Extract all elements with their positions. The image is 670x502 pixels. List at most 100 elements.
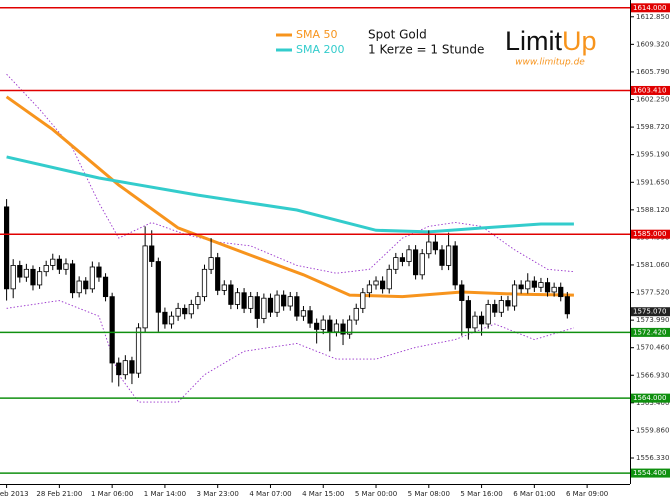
candle-body <box>248 296 254 309</box>
candle-body <box>314 322 320 330</box>
candle-body <box>551 286 557 293</box>
candle-body <box>360 292 366 309</box>
level-tag <box>631 229 670 239</box>
candle-body <box>347 319 353 335</box>
candle-body <box>327 319 333 333</box>
level-tag <box>631 85 670 95</box>
candle-body <box>452 245 458 286</box>
candle-body <box>3 206 10 290</box>
candle-body <box>287 296 293 307</box>
candle-body <box>373 280 379 286</box>
x-tick-label: 5 Mar 16:00 <box>460 490 502 498</box>
level-tag <box>631 3 670 13</box>
candle-body <box>56 258 62 270</box>
x-tick-label: 1 Mar 14:00 <box>144 490 186 498</box>
candle-body <box>221 284 227 291</box>
legend-label: SMA 200 <box>296 43 345 56</box>
candle-body <box>175 307 181 317</box>
candle-body <box>399 257 406 262</box>
candle-body <box>30 268 36 286</box>
candle-body <box>109 296 115 364</box>
y-tick-label: 1612.850 <box>636 13 669 21</box>
candle-body <box>492 304 498 313</box>
candle-body <box>511 284 518 307</box>
candle-body <box>142 245 148 329</box>
bollinger-upper <box>6 73 574 274</box>
candle-body <box>333 323 340 333</box>
candle-body <box>261 297 267 319</box>
candle-body <box>201 268 208 298</box>
x-tick-label: 1 Mar 06:00 <box>91 490 133 498</box>
candle-body <box>96 266 102 278</box>
candle-body <box>215 257 221 291</box>
y-tick-label: 1602.250 <box>636 96 669 104</box>
sma-line <box>6 155 574 234</box>
level-tag <box>631 327 670 337</box>
candle-body <box>89 266 95 290</box>
candle-body <box>83 280 89 290</box>
plot-area <box>3 73 575 403</box>
candle-body <box>168 315 175 325</box>
x-tick-label: 6 Mar 09:00 <box>566 490 608 498</box>
candle-body <box>380 280 386 290</box>
candle-body <box>63 263 69 270</box>
candle-body <box>518 284 524 290</box>
x-tick-label: 4 Mar 07:00 <box>249 490 291 498</box>
candle-body <box>353 307 359 321</box>
candle-body <box>116 362 122 376</box>
y-tick-label: 1598.720 <box>636 123 669 131</box>
level-tag <box>631 468 670 478</box>
y-tick-label: 1559.860 <box>636 426 669 434</box>
y-tick-label: 1556.330 <box>636 454 669 462</box>
x-tick-label: 6 Mar 01:00 <box>513 490 555 498</box>
candle-body <box>274 294 280 313</box>
candle-body <box>439 249 445 266</box>
sma-line <box>5 95 574 299</box>
y-tick-label: 1581.060 <box>636 261 669 269</box>
candle-body <box>69 263 76 294</box>
candle-body <box>208 257 214 270</box>
candle-body <box>254 296 260 319</box>
candle-body <box>43 265 49 273</box>
y-tick-label: 1591.650 <box>636 178 669 186</box>
price-tag <box>631 307 670 317</box>
candle-body <box>320 319 326 330</box>
y-tick-label: 1595.190 <box>636 151 669 159</box>
candle-body <box>459 284 465 301</box>
level-label: 1614.000 <box>633 4 666 12</box>
candle-body <box>505 300 511 307</box>
level-label: 1554.400 <box>633 469 666 477</box>
candle-body <box>413 249 419 276</box>
x-tick-label: 5 Mar 08:00 <box>408 490 450 498</box>
y-tick-label: 1563.400 <box>636 399 669 407</box>
y-tick-label: 1609.320 <box>636 40 669 48</box>
candle-body <box>241 292 247 309</box>
candle-body <box>307 310 313 324</box>
candle-body <box>36 271 43 286</box>
legend-label: SMA 50 <box>296 28 338 41</box>
candle-body <box>149 245 155 262</box>
x-tick-label: 3 Mar 23:00 <box>197 490 239 498</box>
candle-body <box>544 282 551 293</box>
y-tick-label: 1570.460 <box>636 344 669 352</box>
candle-body <box>234 292 241 305</box>
candle-body <box>465 300 471 329</box>
candle-body <box>538 282 544 288</box>
level-label: 1572.420 <box>633 328 666 336</box>
candle-body <box>419 253 425 276</box>
candle-body <box>135 327 142 374</box>
candle-body <box>129 360 135 374</box>
candle-body <box>531 280 537 288</box>
candle-body <box>228 284 234 305</box>
candle-body <box>300 310 307 317</box>
candle-body <box>162 311 168 325</box>
candle-body <box>366 284 373 294</box>
candle-body <box>188 304 194 315</box>
candle-body <box>393 257 399 270</box>
candle-body <box>340 323 346 335</box>
candle-body <box>195 296 201 305</box>
level-label: 1564.000 <box>633 394 666 402</box>
candle-body <box>472 315 478 329</box>
candle-body <box>426 241 432 255</box>
